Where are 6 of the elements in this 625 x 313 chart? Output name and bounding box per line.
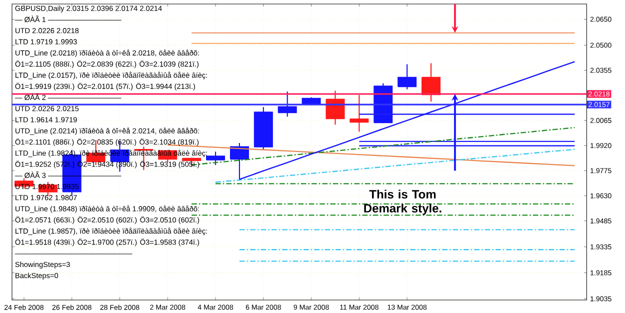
candlestick: [206, 151, 226, 166]
candlestick: [326, 90, 345, 126]
annotation: This is Tom Demark style.: [364, 190, 442, 215]
candlestick: [398, 64, 417, 90]
candlestick: [278, 91, 297, 118]
candlestick: [350, 94, 369, 132]
